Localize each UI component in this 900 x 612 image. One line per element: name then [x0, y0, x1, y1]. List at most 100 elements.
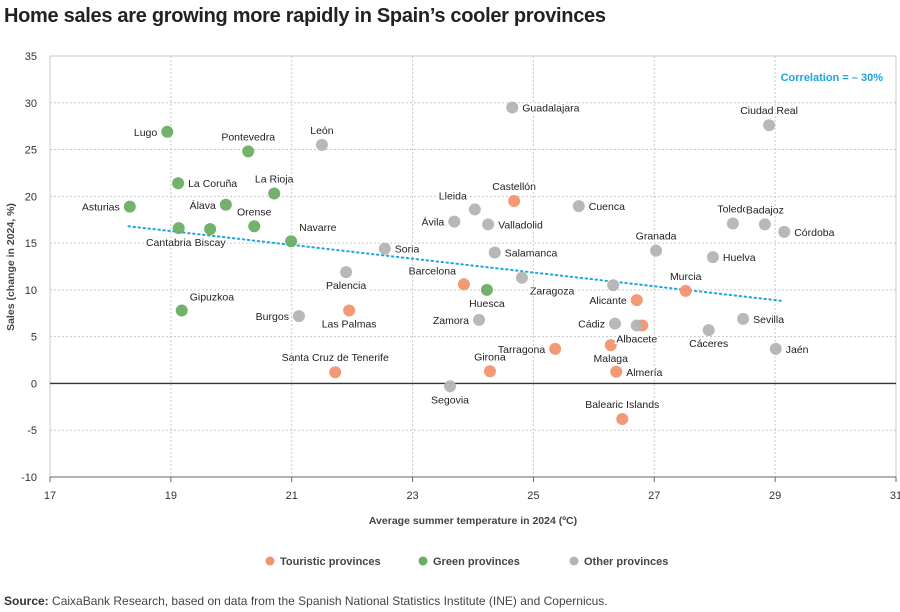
x-axis-label: Average summer temperature in 2024 (ºC): [369, 515, 577, 527]
point-other: [378, 242, 391, 255]
y-tick-label: 0: [31, 378, 37, 390]
legend-swatch-touristic: [265, 556, 275, 566]
y-tick-label: 30: [25, 98, 37, 110]
point-green: [248, 220, 261, 233]
point-other: [769, 342, 782, 355]
point-other: [706, 251, 719, 264]
point-green: [242, 145, 255, 158]
legend-swatch-other: [569, 556, 579, 566]
x-tick-label: 17: [44, 490, 56, 502]
point-label: Las Palmas: [322, 318, 377, 330]
point-other: [482, 218, 495, 231]
y-tick-label: -5: [27, 425, 37, 437]
point-label: Balearic Islands: [585, 399, 659, 411]
point-other: [340, 266, 353, 279]
point-other: [468, 203, 481, 216]
x-tick-label: 25: [527, 490, 539, 502]
point-other: [515, 271, 528, 284]
point-other: [473, 313, 486, 326]
point-label: Zamora: [433, 315, 469, 327]
point-label: Biscay: [195, 237, 227, 249]
point-label: Guadalajara: [522, 102, 579, 114]
data-points: [123, 101, 791, 425]
source-note: Source: CaixaBank Research, based on dat…: [4, 594, 608, 608]
x-tick-label: 29: [769, 490, 781, 502]
legend-label: Touristic provinces: [280, 556, 381, 568]
x-tick-label: 27: [648, 490, 660, 502]
point-label: Soria: [395, 244, 420, 256]
point-label: León: [310, 125, 334, 137]
point-label: Toledo: [717, 203, 748, 215]
trendline-path: [127, 225, 786, 303]
grid: [49, 55, 897, 478]
point-label: Santa Cruz de Tenerife: [282, 352, 389, 364]
point-label: Almería: [626, 367, 662, 379]
x-tick-label: 21: [286, 490, 298, 502]
point-label: Huesca: [469, 298, 505, 310]
point-other: [488, 246, 501, 259]
point-touristic: [616, 412, 629, 425]
point-other: [506, 101, 519, 114]
point-label: Albacete: [616, 333, 657, 345]
legend-label: Other provinces: [584, 556, 668, 568]
point-label: Pontevedra: [221, 131, 275, 143]
point-green: [175, 304, 188, 317]
point-other: [758, 218, 771, 231]
point-green: [123, 200, 136, 213]
point-label: Zaragoza: [530, 286, 575, 298]
point-other: [448, 215, 461, 228]
trendline: [127, 225, 786, 303]
point-label: Murcia: [670, 271, 702, 283]
point-other: [572, 200, 585, 213]
point-green: [161, 125, 174, 138]
point-label: Sevilla: [753, 314, 784, 326]
legend: Touristic provinces Green provinces Other …: [265, 556, 668, 568]
x-tick-label: 23: [406, 490, 418, 502]
y-tick-label: 35: [25, 51, 37, 63]
point-label: Alicante: [589, 295, 627, 307]
point-label: Asturias: [82, 202, 120, 214]
correlation-annotation: Correlation = – 30%: [781, 72, 884, 84]
point-green: [480, 283, 493, 296]
point-label: Álava: [190, 199, 216, 212]
axes: 17 19 21 23 25 27 29 31 -10 -5 0 5 10 15 20 25 30 35: [21, 51, 900, 502]
y-axis-label: Sales (change in 2024, %): [5, 203, 17, 331]
point-green: [172, 177, 185, 190]
point-touristic: [630, 294, 643, 307]
point-touristic: [483, 365, 496, 378]
point-label: Ávila: [422, 216, 445, 229]
point-label: Navarre: [299, 222, 337, 234]
source-text: CaixaBank Research, based on data from t…: [48, 594, 608, 608]
point-label: Segovia: [431, 394, 469, 406]
point-label: Cantabria: [146, 237, 192, 249]
point-label: Castellón: [492, 181, 536, 193]
point-label: Huelva: [723, 252, 756, 264]
point-touristic: [610, 365, 623, 378]
point-other: [609, 317, 622, 330]
y-tick-label: 15: [25, 238, 37, 250]
y-tick-label: 5: [31, 332, 37, 344]
point-label: La Coruña: [188, 178, 237, 190]
y-tick-label: -10: [21, 472, 37, 484]
point-label: Gipuzkoa: [190, 291, 235, 303]
point-touristic: [679, 284, 692, 297]
point-label: Barcelona: [409, 265, 456, 277]
point-label: Lugo: [134, 127, 158, 139]
y-tick-label: 25: [25, 145, 37, 157]
point-label: Cádiz: [578, 319, 605, 331]
point-label: Girona: [474, 351, 506, 363]
point-touristic: [329, 366, 342, 379]
point-label: Cáceres: [689, 338, 728, 350]
point-label: Badajoz: [746, 204, 784, 216]
point-label: Tarragona: [498, 344, 545, 356]
point-label: Salamanca: [505, 247, 558, 259]
legend-label: Green provinces: [433, 556, 520, 568]
point-other: [444, 380, 457, 393]
legend-swatch-green: [418, 556, 428, 566]
point-label: La Rioja: [255, 174, 294, 186]
chart-title: Home sales are growing more rapidly in S…: [4, 5, 606, 27]
x-tick-label: 31: [890, 490, 900, 502]
y-tick-label: 10: [25, 285, 37, 297]
point-touristic: [508, 195, 521, 208]
